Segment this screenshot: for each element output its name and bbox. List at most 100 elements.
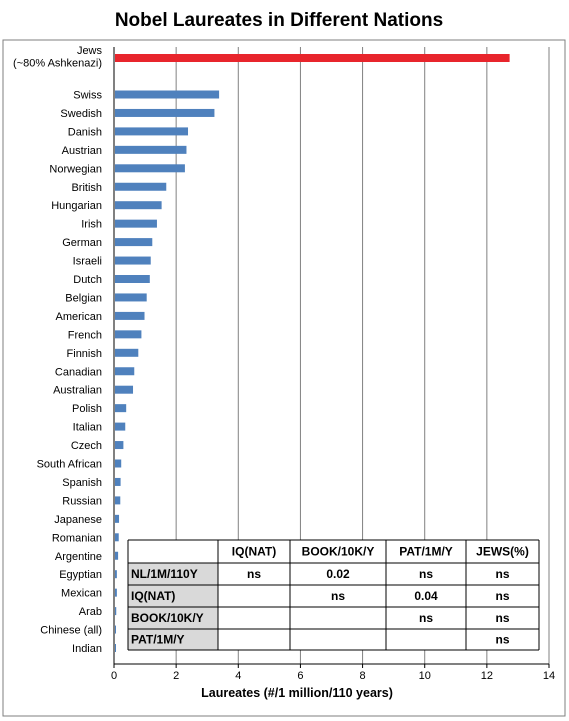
x-axis-label: Laureates (#/1 million/110 years) [201,686,393,700]
category-label-1: Swiss [73,90,102,102]
table-cell-1-4: ns [495,567,509,581]
x-tick-label-1: 2 [173,670,179,682]
bar-4 [115,145,187,154]
category-label-12: Belgian [65,292,102,304]
category-label-31: Indian [72,643,102,655]
category-label-14: French [68,329,102,341]
table-cell-1-3: ns [419,567,433,581]
table-header-1: IQ(NAT) [232,545,276,559]
bar-19 [115,422,126,431]
category-labels: Jews (~80% Ashkenazi) Swiss Swedish Danish Au… [13,45,102,655]
x-tick-label-7: 14 [543,670,555,682]
bar-7 [115,201,162,210]
correlation-table: IQ(NAT) BOOK/10K/Y PAT/1M/Y JEWS(%) NL/1M/11… [127,539,540,651]
bars [115,54,510,652]
table-cell-2-4: ns [495,589,509,603]
table-cell-1-2: 0.02 [326,567,350,581]
category-label-7: Hungarian [51,200,102,212]
category-label-21: South African [37,459,102,471]
table-header-3: PAT/1M/Y [399,545,453,559]
category-label-28: Mexican [61,588,102,600]
category-label-2: Swedish [60,108,102,120]
bar-13 [115,311,145,320]
bar-0 [115,54,510,62]
bar-10 [115,256,151,265]
table-cell-1-1: ns [247,567,261,581]
bar-30 [115,625,116,634]
category-label-24: Japanese [54,514,102,526]
table-row-header-cell-2 [128,585,218,607]
bar-11 [115,275,150,283]
table-cell-2-3: 0.04 [414,589,438,603]
bar-22 [115,477,121,486]
category-label-25: Romanian [52,532,102,544]
chart-title: Nobel Laureates in Different Nations [115,10,443,31]
category-label-16: Canadian [55,366,102,378]
bar-23 [115,496,121,505]
x-tick-label-5: 10 [419,670,431,682]
category-label-13: American [56,311,102,323]
x-tick-labels: 0 2 4 6 8 10 12 14 [111,664,555,682]
bar-29 [115,607,117,616]
x-tick-label-3: 6 [297,670,303,682]
category-label-29: Arab [79,606,102,618]
bar-31 [115,644,116,652]
x-tick-label-4: 8 [360,670,366,682]
table-cell-3-3: ns [419,611,433,625]
bar-18 [115,404,127,413]
category-label-10: Israeli [73,256,102,268]
category-label-6: British [71,182,102,194]
category-label-27: Egyptian [59,569,102,581]
x-tick-label-6: 12 [481,670,493,682]
category-label-0: Jews (~80% Ashkenazi) [13,45,102,70]
x-tick-label-0: 0 [111,670,117,682]
category-label-4: Austrian [62,145,102,157]
category-label-9: German [62,237,102,249]
bar-6 [115,182,167,191]
chart-frame [2,39,566,717]
category-label-19: Italian [73,422,102,434]
bar-1 [115,90,220,99]
category-label-3: Danish [68,126,102,138]
category-label-17: Australian [53,385,102,397]
bar-3 [115,127,189,136]
table-cell-1-0: NL/1M/110Y [131,567,198,581]
table-header-2: BOOK/10K/Y [302,545,375,559]
table-cell-4-0: PAT/1M/Y [131,633,185,647]
table-row-header-cell-3 [128,607,218,629]
bar-20 [115,441,124,450]
bar-28 [115,588,117,597]
table-cell-4-4: ns [495,633,509,647]
x-tick-label-2: 4 [235,670,241,682]
category-label-11: Dutch [73,274,102,286]
bar-15 [115,348,139,357]
bar-21 [115,459,122,468]
category-label-26: Argentine [55,551,102,563]
category-label-30: Chinese (all) [40,625,102,637]
bar-5 [115,164,185,173]
bar-26 [115,551,119,560]
table-cell-3-4: ns [495,611,509,625]
bar-14 [115,330,142,339]
category-label-18: Polish [72,403,102,415]
table-cell-2-2: ns [331,589,345,603]
category-label-23: Russian [62,495,102,507]
category-label-5: Norwegian [49,163,102,175]
bar-17 [115,385,134,394]
bar-12 [115,293,147,302]
table-row-header-cell-1 [128,563,218,585]
category-label-8: Irish [81,219,102,231]
bar-25 [115,533,119,542]
bar-16 [115,367,135,376]
category-label-22: Spanish [62,477,102,489]
table-row-header-cell-4 [128,629,218,650]
category-label-20: Czech [71,440,102,452]
bar-2 [115,108,215,117]
table-cell-3-0: BOOK/10K/Y [131,611,204,625]
category-label-15: Finnish [67,348,102,360]
table-cell-2-0: IQ(NAT) [131,589,175,603]
bar-8 [115,219,157,228]
bar-9 [115,238,153,247]
table-header-4: JEWS(%) [476,545,529,559]
